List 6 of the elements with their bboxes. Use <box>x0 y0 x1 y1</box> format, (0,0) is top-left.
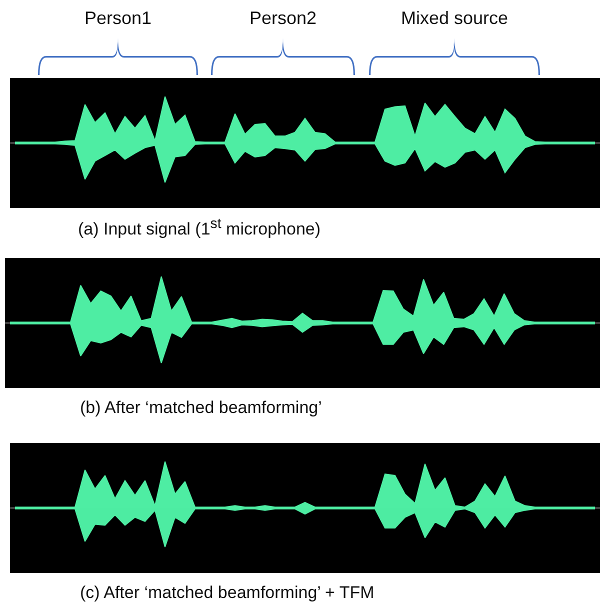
text: (a) Input signal (1$^{st}$ microphone) <box>78 216 321 240</box>
text: Mixed source <box>400 8 508 29</box>
text: Person2 <box>249 8 317 29</box>
text: (c) After ‘matched beamforming’ + TFM <box>80 583 374 603</box>
text: (b) After ‘matched beamforming’ <box>80 398 322 418</box>
text: Person1 <box>84 8 152 29</box>
